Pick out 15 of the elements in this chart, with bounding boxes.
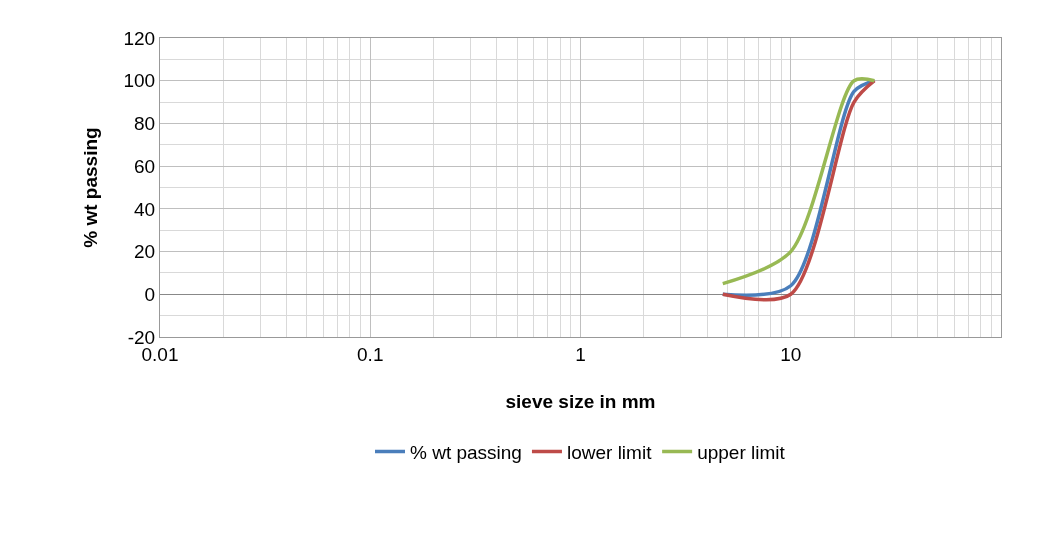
x-tick-label: 0.1 <box>357 343 384 365</box>
y-tick-label: 0 <box>144 283 156 305</box>
x-tick-label: 1 <box>575 343 586 365</box>
y-axis-title: % wt passing <box>80 127 102 248</box>
y-tick-label: 80 <box>134 113 156 135</box>
legend-label: upper limit <box>697 441 786 463</box>
y-tick-label: 100 <box>123 70 156 92</box>
x-tick-label: 10 <box>780 343 802 365</box>
y-tick-label: 120 <box>123 27 156 49</box>
x-axis-title: sieve size in mm <box>505 390 656 412</box>
y-tick-label: 60 <box>134 155 156 177</box>
legend-label: lower limit <box>566 441 653 463</box>
y-tick-label: 20 <box>134 241 156 263</box>
legend-label: % wt passing <box>410 441 522 463</box>
y-tick-label: 40 <box>134 198 156 220</box>
